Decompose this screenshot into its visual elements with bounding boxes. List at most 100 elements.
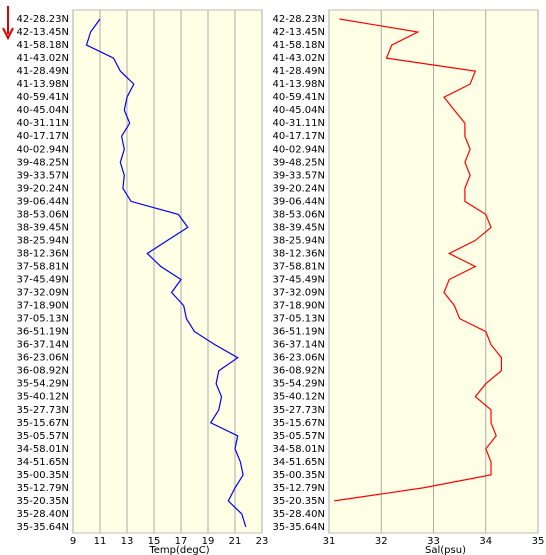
y-tick-label: 35-05.57N [17, 431, 69, 442]
y-tick-label: 36-51.19N [17, 327, 69, 338]
y-tick-label: 41-58.18N [17, 40, 69, 51]
y-tick-label: 40-31.11N [273, 118, 325, 129]
y-tick-label: 35-15.67N [273, 418, 325, 429]
y-tick-label: 40-02.94N [17, 144, 69, 155]
y-tick-label: 35-12.79N [17, 483, 69, 494]
y-tick-label: 38-53.06N [17, 209, 69, 220]
y-tick-label: 36-08.92N [17, 366, 69, 377]
y-tick-label: 36-23.06N [273, 353, 325, 364]
y-tick-label: 41-13.98N [273, 79, 325, 90]
x-tick-label: 21 [229, 536, 242, 547]
y-tick-label: 41-43.02N [17, 53, 69, 64]
y-tick-label: 39-06.44N [273, 196, 325, 207]
y-tick-label: 39-06.44N [17, 196, 69, 207]
y-tick-label: 36-23.06N [17, 353, 69, 364]
y-tick-label: 38-25.94N [17, 235, 69, 246]
y-tick-label: 38-25.94N [273, 235, 325, 246]
y-tick-label: 39-48.25N [17, 157, 69, 168]
y-tick-label: 38-39.45N [273, 222, 325, 233]
x-tick-label: 9 [70, 536, 76, 547]
y-tick-label: 34-51.65N [273, 457, 325, 468]
y-tick-label: 42-13.45N [273, 27, 325, 38]
y-tick-label: 35-12.79N [273, 483, 325, 494]
y-tick-label: 41-43.02N [273, 53, 325, 64]
y-tick-label: 39-20.24N [17, 183, 69, 194]
y-tick-label: 35-27.73N [273, 405, 325, 416]
x-tick-label: 35 [532, 536, 545, 547]
y-tick-label: 38-12.36N [17, 248, 69, 259]
y-tick-label: 37-32.09N [17, 288, 69, 299]
y-tick-label: 35-15.67N [17, 418, 69, 429]
y-tick-label: 40-31.11N [17, 118, 69, 129]
y-tick-label: 35-00.35N [273, 470, 325, 481]
y-tick-label: 37-58.81N [273, 261, 325, 272]
y-tick-label: 37-18.90N [17, 301, 69, 312]
y-tick-label: 35-54.29N [17, 379, 69, 390]
y-tick-label: 39-33.57N [17, 170, 69, 181]
x-tick-label: 31 [323, 536, 336, 547]
y-tick-label: 37-45.49N [17, 275, 69, 286]
y-tick-label: 34-51.65N [17, 457, 69, 468]
y-tick-label: 40-59.41N [273, 92, 325, 103]
y-tick-label: 41-13.98N [17, 79, 69, 90]
y-tick-label: 35-27.73N [17, 405, 69, 416]
y-tick-label: 37-18.90N [273, 301, 325, 312]
y-tick-label: 34-58.01N [273, 444, 325, 455]
y-tick-label: 38-12.36N [273, 248, 325, 259]
x-tick-label: 23 [256, 536, 269, 547]
data-line [85, 18, 247, 528]
y-tick-label: 35-28.40N [273, 509, 325, 520]
y-tick-label: 40-02.94N [273, 144, 325, 155]
y-tick-label: 36-37.14N [273, 340, 325, 351]
y-tick-label: 40-45.04N [17, 105, 69, 116]
y-tick-label: 36-51.19N [273, 327, 325, 338]
x-tick-label: 15 [148, 536, 161, 547]
x-tick-label: 19 [202, 536, 215, 547]
y-tick-label: 42-13.45N [17, 27, 69, 38]
y-tick-label: 37-05.13N [273, 314, 325, 325]
y-tick-label: 35-20.35N [17, 496, 69, 507]
y-tick-label: 38-53.06N [273, 209, 325, 220]
y-tick-label: 35-05.57N [273, 431, 325, 442]
y-tick-label: 41-28.49N [17, 66, 69, 77]
y-tick-label: 40-17.17N [273, 131, 325, 142]
y-tick-label: 35-40.12N [17, 392, 69, 403]
y-tick-label: 35-20.35N [273, 496, 325, 507]
y-tick-label: 38-39.45N [17, 222, 69, 233]
y-tick-label: 40-17.17N [17, 131, 69, 142]
y-tick-label: 41-28.49N [273, 66, 325, 77]
y-tick-label: 36-08.92N [273, 366, 325, 377]
y-tick-label: 42-28.23N [17, 14, 69, 25]
x-tick-label: 32 [375, 536, 388, 547]
x-axis-label: Sal(psu) [425, 545, 466, 555]
y-tick-label: 35-54.29N [273, 379, 325, 390]
y-tick-label: 36-37.14N [17, 340, 69, 351]
y-tick-label: 40-45.04N [273, 105, 325, 116]
y-tick-label: 34-58.01N [17, 444, 69, 455]
y-tick-label: 39-48.25N [273, 157, 325, 168]
y-tick-label: 35-40.12N [273, 392, 325, 403]
y-tick-label: 35-28.40N [17, 509, 69, 520]
x-tick-label: 17 [175, 536, 188, 547]
x-tick-label: 34 [479, 536, 492, 547]
y-tick-label: 42-28.23N [273, 14, 325, 25]
y-tick-label: 37-58.81N [17, 261, 69, 272]
y-tick-label: 37-05.13N [17, 314, 69, 325]
direction-arrow-head [2, 27, 14, 41]
y-tick-label: 35-00.35N [17, 470, 69, 481]
data-line [334, 18, 502, 502]
x-axis-label: Temp(degC) [148, 545, 209, 555]
x-tick-label: 13 [121, 536, 134, 547]
y-tick-label: 41-58.18N [273, 40, 325, 51]
y-tick-label: 39-33.57N [273, 170, 325, 181]
y-tick-label: 40-59.41N [17, 92, 69, 103]
y-tick-label: 39-20.24N [273, 183, 325, 194]
y-tick-label: 35-35.64N [17, 522, 69, 533]
y-tick-label: 37-32.09N [273, 288, 325, 299]
x-tick-label: 33 [427, 536, 440, 547]
y-tick-label: 35-35.64N [273, 522, 325, 533]
x-tick-label: 11 [94, 536, 107, 547]
y-tick-label: 37-45.49N [273, 275, 325, 286]
